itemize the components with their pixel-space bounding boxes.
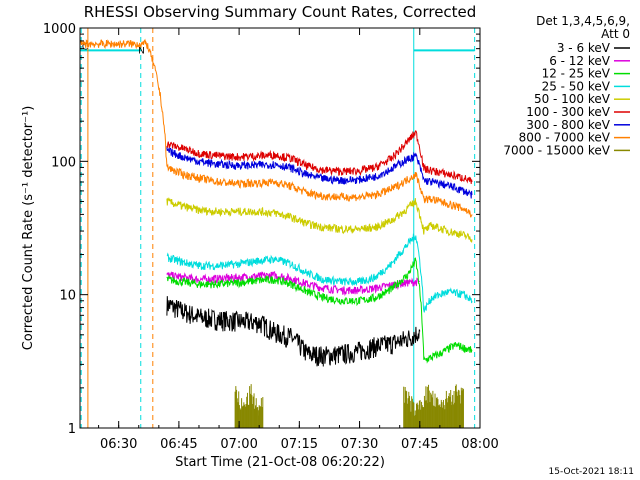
x-tick-label: 07:45 [401, 437, 438, 452]
y-axis: 1 10 100 1000 [43, 22, 480, 437]
flag-letter-c: C [82, 42, 88, 52]
series-7 [79, 38, 473, 218]
series-4-line [166, 196, 473, 243]
y-axis-label: Corrected Count Rate (s⁻¹ detector⁻¹) [21, 106, 36, 351]
series-6 [166, 147, 473, 199]
y-tick-label: 100 [51, 155, 76, 170]
series-3-line [166, 233, 473, 313]
x-tick-label: 08:00 [461, 437, 498, 452]
y-tick-label: 1000 [43, 22, 76, 37]
legend-header-line-1: Det 1,3,4,5,6,9, [536, 14, 630, 28]
series-0-line [166, 296, 421, 367]
legend-label: 7000 - 15000 keV [503, 143, 610, 157]
x-tick-label: 06:30 [100, 437, 137, 452]
series-8 [234, 384, 464, 428]
series-0 [166, 296, 421, 367]
x-tick-label: 06:45 [160, 437, 197, 452]
legend-label: 12 - 25 keV [542, 67, 611, 81]
x-tick-label: 07:00 [220, 437, 257, 452]
legend-label: 100 - 300 keV [526, 105, 610, 119]
series-5-line [166, 130, 473, 184]
y-tick-label: 1 [68, 422, 76, 437]
legend-label: 300 - 800 keV [526, 118, 610, 132]
x-axis-label: Start Time (21-Oct-08 06:20:22) [175, 455, 385, 470]
legend-label: 800 - 7000 keV [519, 131, 611, 145]
legend-label: 25 - 50 keV [542, 79, 611, 93]
legend-label: 3 - 6 keV [557, 41, 611, 55]
x-axis: 06:30 06:45 07:00 07:15 07:30 07:45 08:00 [98, 28, 499, 452]
chart-title: RHESSI Observing Summary Count Rates, Co… [84, 3, 477, 21]
series-7-line [79, 38, 473, 218]
series-6-line [166, 147, 473, 199]
x-tick-label: 07:15 [281, 437, 318, 452]
series-2-line [166, 257, 473, 364]
footer-date: 15-Oct-2021 18:11 [549, 467, 634, 477]
x-tick-label: 07:30 [341, 437, 378, 452]
series-5 [166, 130, 473, 184]
plot-frame [79, 27, 481, 429]
series-4 [166, 196, 473, 243]
legend-header-line-2: Att 0 [601, 27, 630, 41]
series-1 [166, 271, 420, 297]
legend-label: 50 - 100 keV [534, 92, 611, 106]
series-1-line [166, 271, 420, 297]
flag-letter-n: N [138, 46, 145, 56]
y-tick-label: 10 [59, 289, 76, 304]
series-2 [166, 257, 473, 364]
series-3 [166, 233, 473, 313]
legend-label: 6 - 12 keV [549, 54, 611, 68]
series-layer [79, 38, 473, 428]
